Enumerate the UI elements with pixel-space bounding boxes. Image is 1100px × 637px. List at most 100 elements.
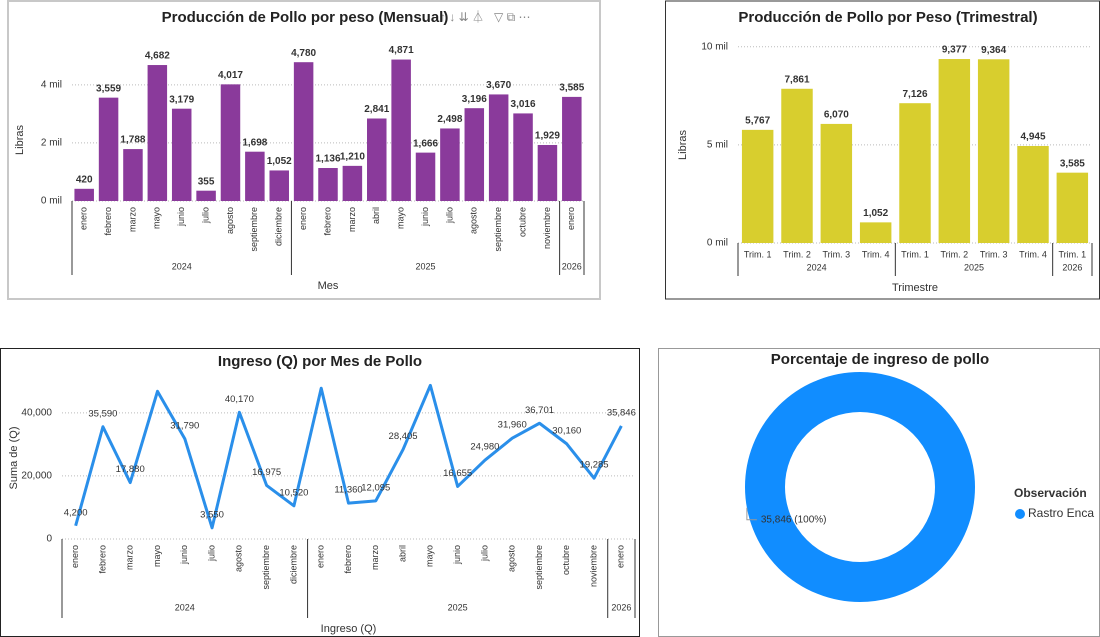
- data-label: 24,980: [470, 442, 499, 453]
- x-tick-label: octubre: [517, 207, 527, 237]
- data-label: 36,701: [525, 405, 554, 416]
- x-tick-label: Trim. 2: [783, 249, 811, 259]
- data-label: 1,136: [315, 154, 340, 165]
- y-tick-label: 5 mil: [707, 140, 728, 151]
- data-label: 4,780: [291, 48, 316, 59]
- data-label: 2,841: [364, 104, 389, 115]
- bar: [1056, 172, 1089, 243]
- x-tick-label: agosto: [225, 207, 235, 234]
- title: Porcentaje de ingreso de pollo: [771, 351, 989, 368]
- bar: [98, 97, 119, 201]
- x-tick-label: marzo: [127, 207, 137, 232]
- data-label: 1,929: [535, 131, 560, 142]
- x-tick-label: agosto: [234, 545, 244, 572]
- x-tick-label: abril: [371, 207, 381, 224]
- data-label: 31,790: [170, 420, 199, 431]
- x-axis-title: Ingreso (Q): [321, 623, 377, 635]
- data-label: 4,682: [145, 51, 170, 62]
- bar: [415, 152, 436, 201]
- data-label: 1,788: [120, 135, 145, 146]
- bar: [123, 149, 143, 201]
- group-label: 2024: [807, 262, 827, 272]
- data-label: 12,095: [361, 482, 390, 493]
- data-label: 31,960: [498, 420, 527, 431]
- x-tick-label: agosto: [507, 545, 517, 572]
- leader-line: [746, 507, 757, 521]
- x-tick-label: junio: [452, 545, 462, 565]
- bar: [196, 190, 216, 201]
- data-label: 30,160: [552, 425, 581, 436]
- data-label: 420: [76, 174, 93, 185]
- x-tick-label: Trim. 2: [940, 249, 968, 259]
- data-label: 3,585: [559, 83, 584, 94]
- data-label: 11,360: [334, 485, 362, 496]
- legend-marker: [1015, 509, 1025, 519]
- y-tick-label: 0: [46, 534, 52, 545]
- x-tick-label: septiembre: [249, 207, 259, 252]
- bar: [269, 170, 289, 201]
- x-tick-label: Trim. 1: [744, 249, 772, 259]
- pie-slice: [745, 372, 975, 602]
- bar: [562, 96, 582, 201]
- x-tick-label: junio: [420, 207, 430, 227]
- data-label: 2,498: [437, 114, 462, 125]
- y-axis-title: Suma de (Q): [8, 427, 20, 490]
- y-tick-label: 4 mil: [41, 79, 62, 90]
- group-label: 2025: [416, 261, 436, 271]
- data-label: 3,196: [462, 94, 487, 105]
- group-label: 2026: [562, 261, 582, 271]
- x-tick-label: Trim. 3: [980, 249, 1008, 259]
- data-label: 4,945: [1020, 132, 1045, 143]
- bar: [899, 103, 931, 243]
- data-label: 28,405: [389, 431, 418, 442]
- x-tick-label: marzo: [370, 545, 380, 570]
- data-label: 1,698: [242, 137, 267, 148]
- x-tick-label: enero: [316, 545, 326, 568]
- data-label: 3,670: [486, 80, 511, 91]
- title: Ingreso (Q) por Mes de Pollo: [218, 353, 422, 370]
- bar: [741, 129, 774, 243]
- data-label: 3,016: [511, 99, 536, 110]
- data-label: 7,126: [902, 89, 927, 100]
- x-tick-label: agosto: [469, 207, 479, 234]
- data-label: 3,559: [96, 83, 121, 94]
- bar: [147, 65, 168, 201]
- x-tick-label: febrero: [103, 207, 113, 236]
- data-label: 16,655: [443, 468, 472, 479]
- data-label: 4,017: [218, 70, 243, 81]
- x-tick-label: marzo: [347, 207, 357, 232]
- y-tick-label: 10 mil: [701, 41, 728, 52]
- x-tick-label: mayo: [396, 207, 406, 229]
- bar: [74, 188, 94, 201]
- x-tick-label: julio: [200, 207, 210, 224]
- data-label: 3,585: [1060, 158, 1085, 169]
- x-tick-label: julio: [479, 545, 489, 562]
- x-tick-label: septiembre: [493, 207, 503, 252]
- x-tick-label: diciembre: [288, 545, 298, 584]
- group-label: 2026: [611, 602, 631, 612]
- data-label: 9,364: [981, 45, 1006, 56]
- data-label: 9,377: [942, 45, 967, 56]
- group-label: 2025: [448, 602, 468, 612]
- data-label: 1,666: [413, 138, 438, 149]
- y-axis-title: Libras: [677, 130, 689, 160]
- x-tick-label: enero: [79, 207, 89, 230]
- bar: [781, 88, 813, 244]
- bar: [220, 84, 241, 201]
- x-tick-label: Trim. 1: [901, 249, 929, 259]
- bar: [1017, 145, 1049, 243]
- y-axis-title: Libras: [14, 125, 26, 155]
- x-tick-label: noviembre: [542, 207, 552, 249]
- bar: [293, 62, 314, 202]
- x-tick-label: Trim. 4: [862, 249, 890, 259]
- group-label: 2024: [172, 261, 192, 271]
- title: Producción de Pollo por Peso (Trimestral…: [738, 9, 1037, 26]
- bar: [367, 118, 387, 201]
- data-label: 1,052: [863, 208, 888, 219]
- data-label: 19,285: [580, 460, 609, 471]
- x-tick-label: mayo: [152, 545, 162, 567]
- x-tick-label: enero: [616, 545, 626, 568]
- data-label: 16,975: [252, 467, 281, 478]
- data-label: 35,846 (100%): [761, 514, 827, 525]
- toolbar-icons[interactable]: ↑ ↓ ⇊ ⏃ ▽ ⧉ ⋯: [440, 9, 531, 24]
